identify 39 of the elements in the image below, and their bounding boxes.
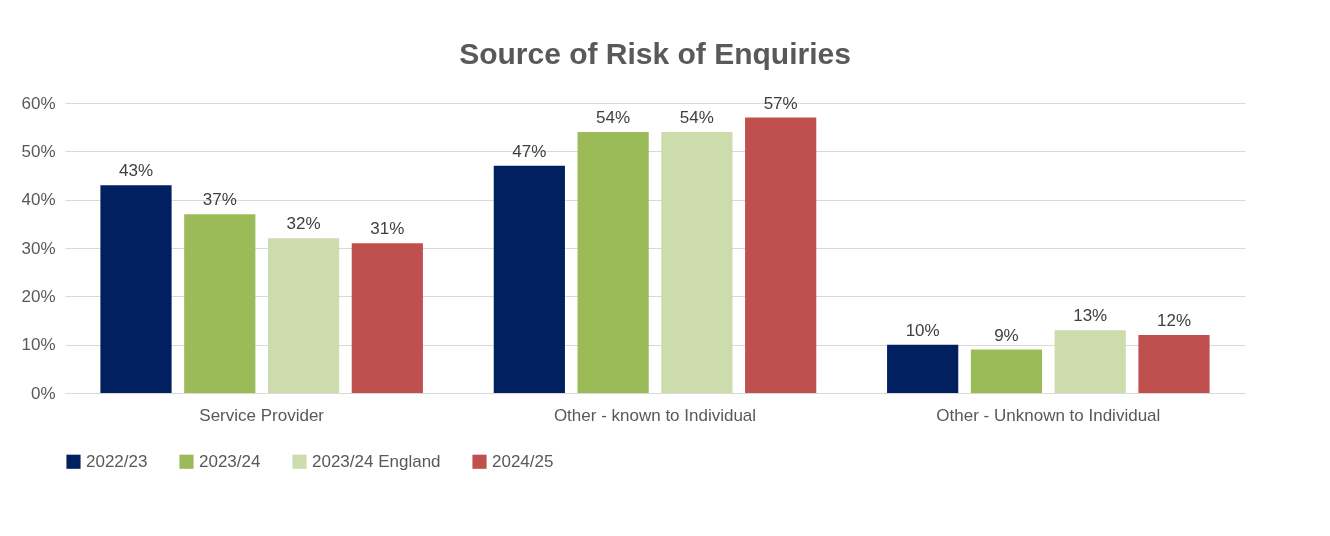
y-tick-label: 0%: [30, 383, 56, 403]
data-label: 9%: [994, 325, 1019, 345]
bar: [100, 185, 172, 393]
data-label: 47%: [512, 141, 547, 161]
data-label: 37%: [202, 190, 237, 210]
bar: [351, 243, 423, 393]
data-label: 43%: [118, 161, 154, 181]
chart-title: Source of Risk of Enquiries: [459, 37, 851, 70]
bar: [745, 117, 817, 393]
legend-label: 2023/24: [199, 451, 261, 471]
data-label: 54%: [596, 108, 631, 127]
x-tick-label: Service Provider: [199, 405, 325, 425]
y-tick-label: 60%: [21, 93, 56, 113]
legend-label: 2022/23: [86, 451, 148, 471]
data-label: 12%: [1156, 311, 1192, 330]
y-tick-label: 40%: [21, 190, 56, 210]
bar: [1054, 330, 1126, 393]
bar: [970, 349, 1043, 393]
bar: [493, 165, 565, 393]
data-label: 57%: [763, 93, 798, 113]
bar: [1138, 335, 1210, 393]
data-label: 10%: [905, 320, 940, 340]
y-tick-label: 50%: [21, 141, 56, 161]
data-label: 13%: [1073, 306, 1108, 326]
legend-label: 2023/24 England: [312, 451, 441, 471]
x-tick-label: Other - Unknown to Individual: [936, 405, 1161, 425]
bar: [887, 344, 959, 393]
bar: [661, 132, 733, 393]
x-tick-label: Other - known to Individual: [553, 405, 757, 425]
data-label: 31%: [370, 219, 405, 239]
y-tick-label: 30%: [21, 238, 56, 258]
bar: [184, 214, 256, 393]
bar: [577, 132, 649, 393]
y-tick-label: 10%: [21, 335, 56, 355]
data-label: 32%: [286, 214, 321, 234]
bar: [267, 238, 340, 393]
y-tick-label: 20%: [21, 286, 56, 306]
legend-label: 2024/25: [492, 451, 554, 471]
data-label: 54%: [679, 108, 714, 127]
